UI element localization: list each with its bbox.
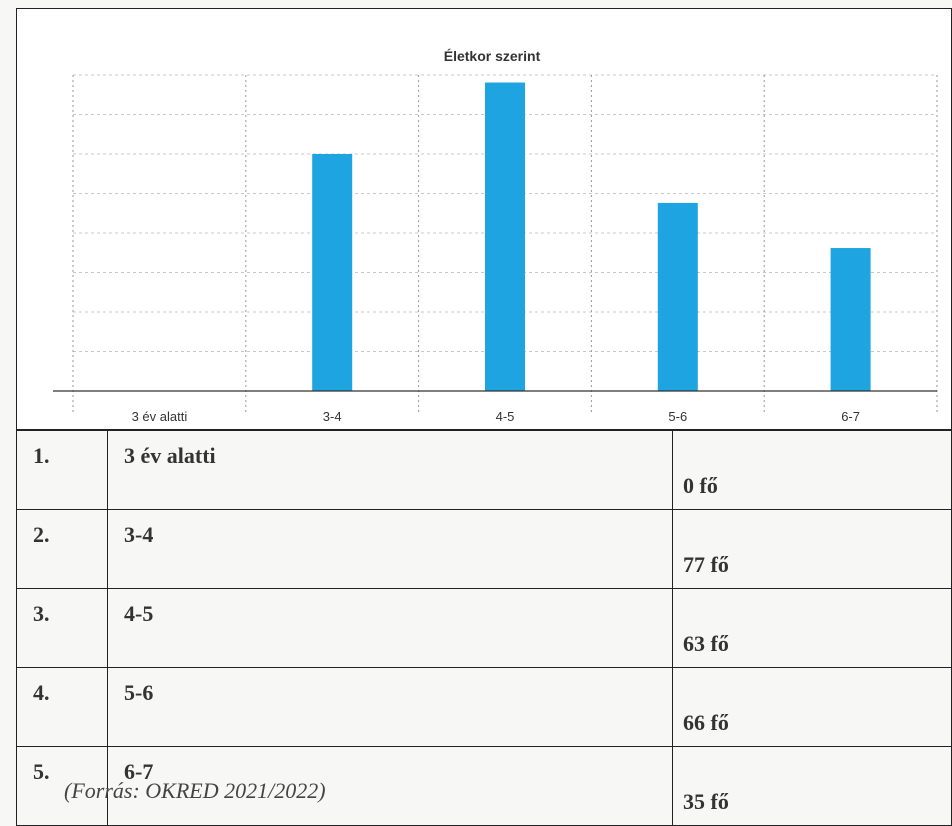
chart-frame: 3 év alatti 3-4 4-5 5-6 6-7 Életkor szerint <box>16 8 952 430</box>
chart-tick-labels: 3 év alatti 3-4 4-5 5-6 6-7 <box>132 409 860 424</box>
row-label: 5-6 <box>107 667 673 747</box>
row-value: 66 fő <box>672 667 952 747</box>
table-row: 3. 4-5 63 fő <box>16 588 952 668</box>
row-value: 0 fő <box>672 430 952 510</box>
row-value: 77 fő <box>672 509 952 589</box>
bar-chart: 3 év alatti 3-4 4-5 5-6 6-7 Életkor szerint <box>53 48 938 424</box>
row-number: 1. <box>16 430 108 510</box>
bar-3 <box>485 82 525 392</box>
row-number: 3. <box>16 588 108 668</box>
bar-5 <box>830 248 871 391</box>
table-row: 2. 3-4 77 fő <box>16 509 952 589</box>
row-label: 3 év alatti <box>107 430 673 510</box>
row-number: 4. <box>16 667 108 747</box>
source-note: (Forrás: OKRED 2021/2022) <box>64 778 326 803</box>
bar-4 <box>657 202 698 391</box>
row-value: 35 fő <box>672 746 952 826</box>
chart-bars <box>312 82 871 392</box>
row-label: 3-4 <box>107 509 673 589</box>
age-table: 1. 3 év alatti 0 fő 2. 3-4 77 fő 3. 4-5 63 fő 4. 5… <box>16 430 952 826</box>
row-value: 63 fő <box>672 588 952 668</box>
row-number: 2. <box>16 509 108 589</box>
x-tick-label: 6-7 <box>841 409 860 424</box>
bar-2 <box>312 154 353 391</box>
table-row: 4. 5-6 66 fő <box>16 667 952 747</box>
x-tick-label: 3 év alatti <box>132 409 188 424</box>
x-tick-label: 4-5 <box>496 409 515 424</box>
chart-title: Életkor szerint <box>444 48 541 64</box>
x-tick-label: 3-4 <box>323 409 342 424</box>
table-row: 1. 3 év alatti 0 fő <box>16 430 952 510</box>
x-tick-label: 5-6 <box>668 409 687 424</box>
row-label: 4-5 <box>107 588 673 668</box>
